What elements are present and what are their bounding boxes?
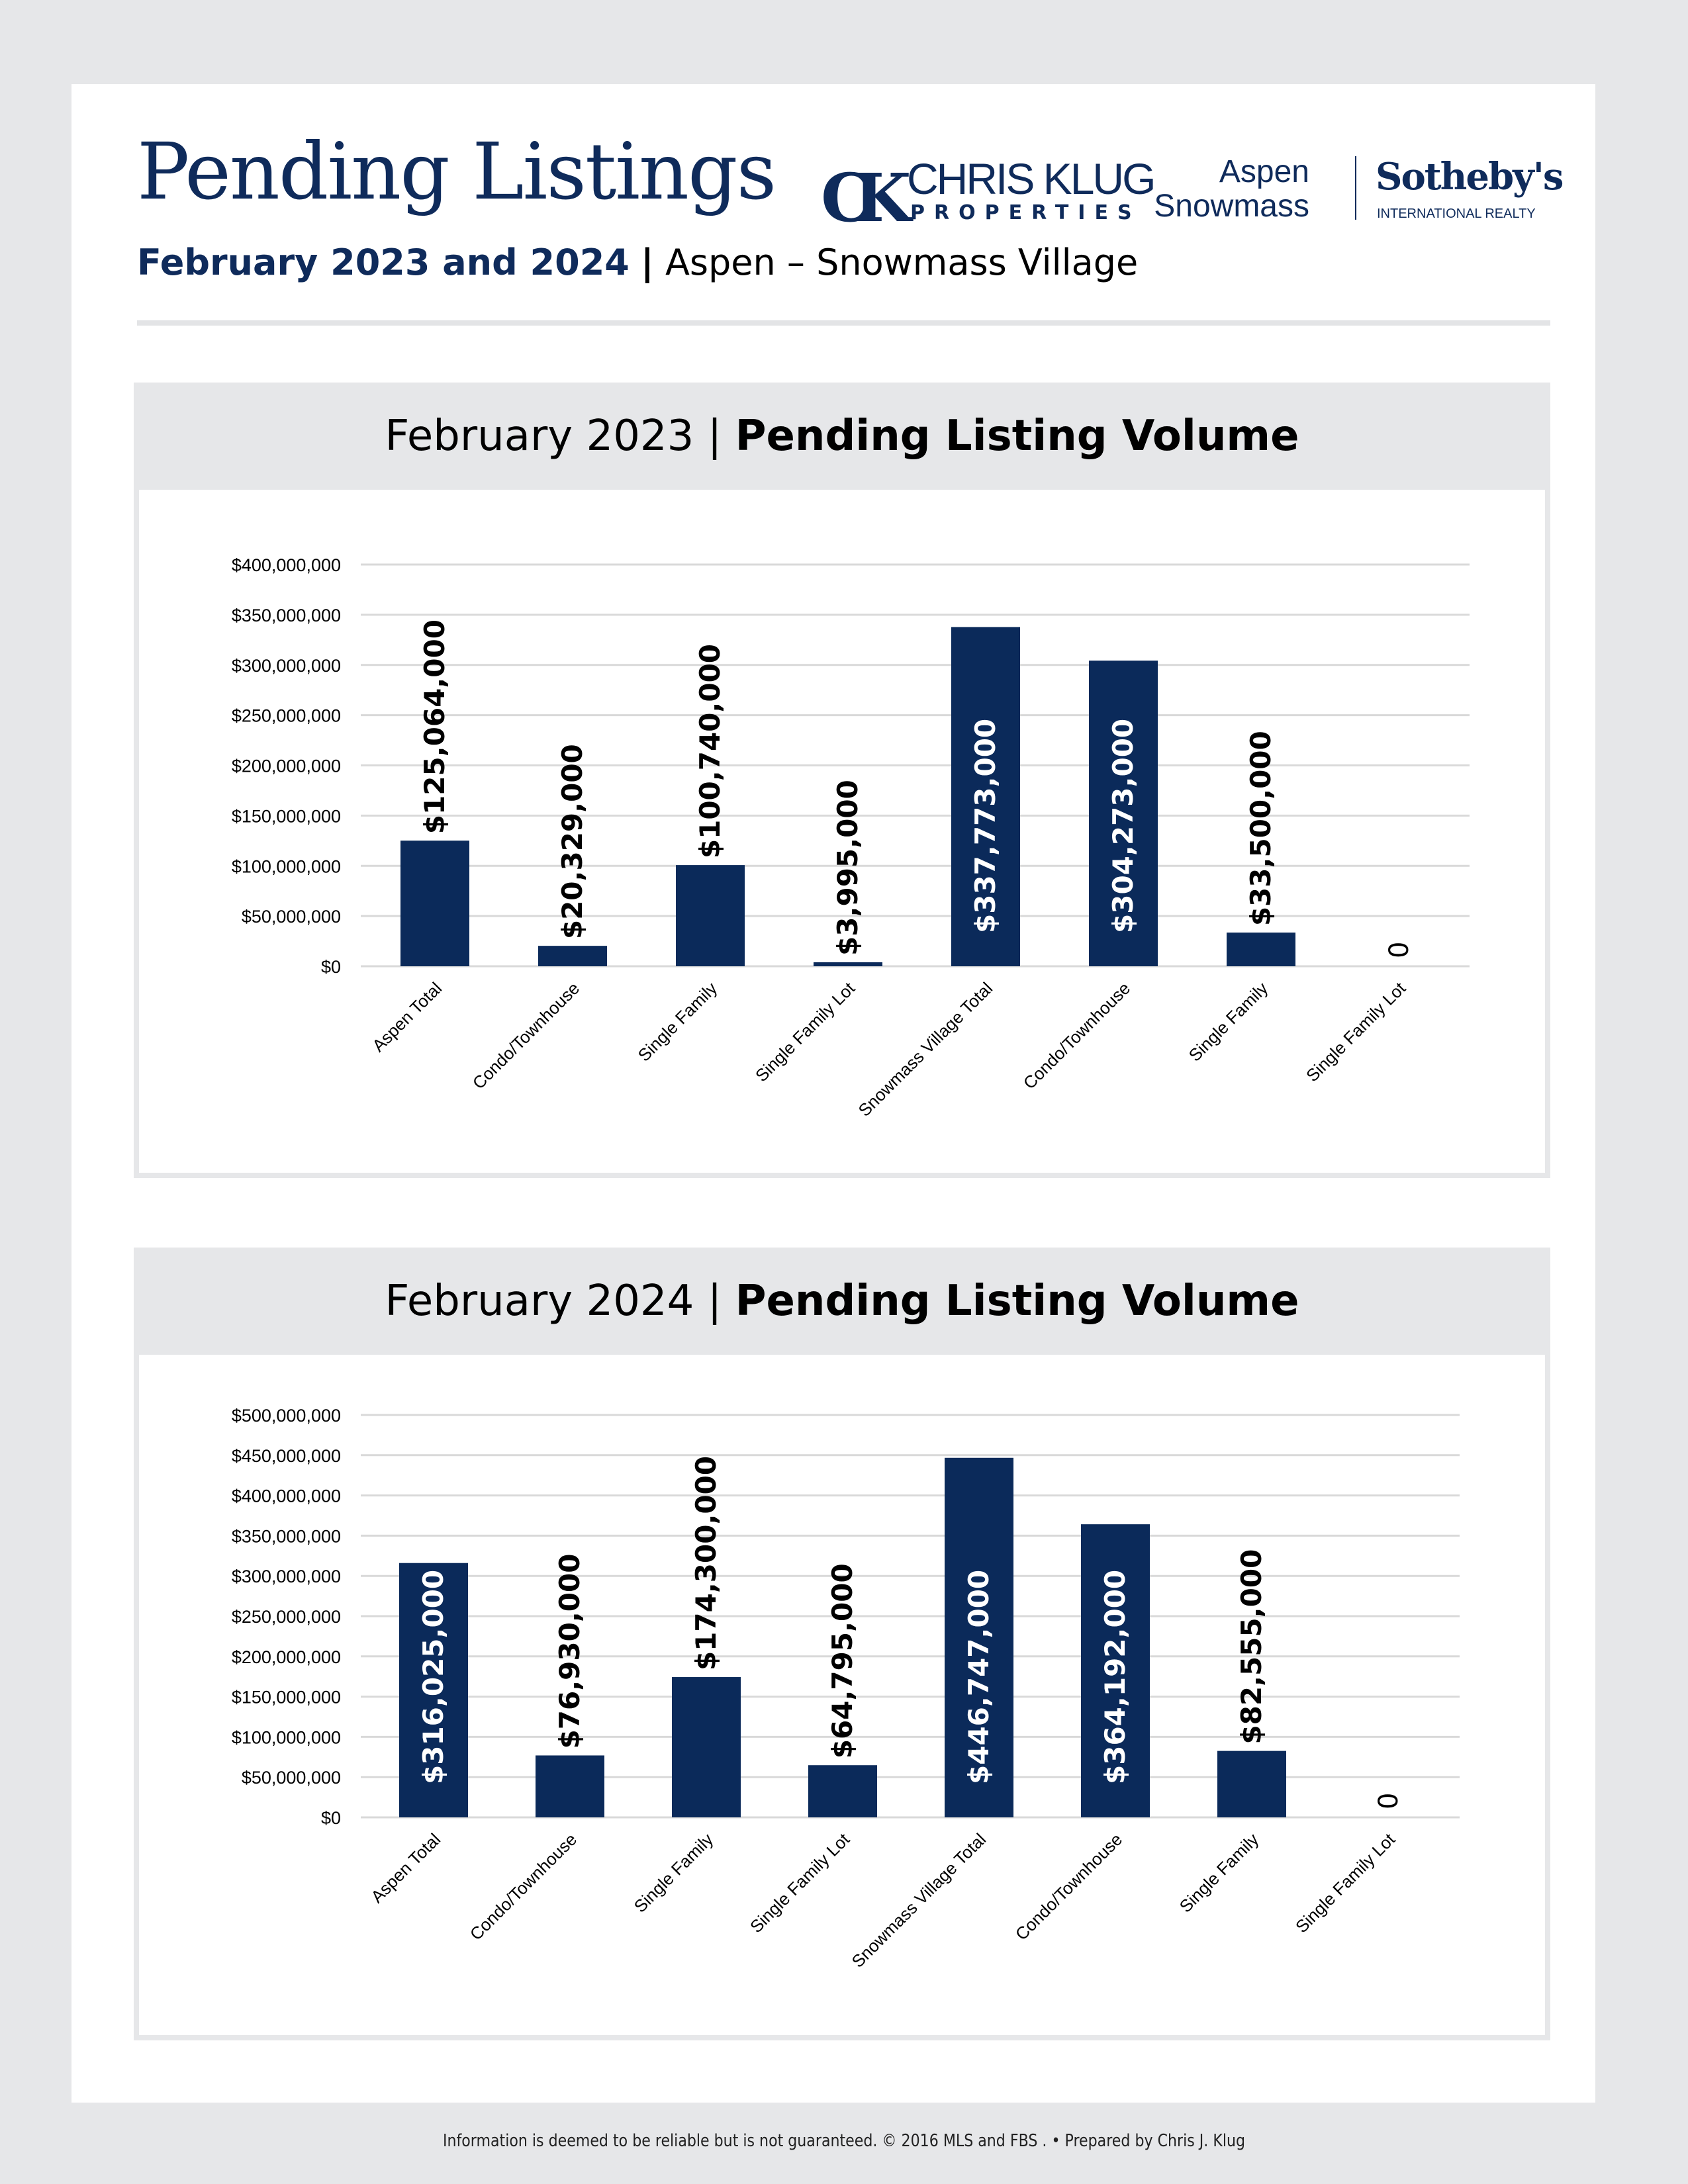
ck-name: CHRIS KLUG (907, 154, 1156, 203)
data-label: $82,555,000 (1235, 1549, 1268, 1745)
logo-divider (1355, 156, 1356, 220)
x-tick-label: Single Family Lot (746, 1829, 854, 1936)
x-tick-label: Snowmass Village Total (855, 978, 997, 1120)
y-tick-label: $250,000,000 (232, 706, 341, 726)
y-tick-label: $300,000,000 (232, 656, 341, 676)
sothebys-logo: Aspen Snowmass Sotheby's INTERNATIONAL R… (1154, 154, 1564, 226)
data-label: $364,192,000 (1099, 1570, 1131, 1784)
data-label: $316,025,000 (417, 1570, 449, 1784)
y-tick-label: $150,000,000 (232, 1688, 341, 1707)
bar-chart-2024: $0 $50,000,000 $100,000,000 $150,000,000 $20… (232, 1406, 1460, 1972)
y-tick-label: $500,000,000 (232, 1406, 341, 1426)
y-tick-label: $400,000,000 (232, 555, 341, 575)
y-tick-label: $300,000,000 (232, 1567, 341, 1586)
x-tick-label: Single Family (1185, 978, 1272, 1066)
logo-intl-realty: INTERNATIONAL REALTY (1377, 206, 1536, 221)
subtitle-dates: February 2023 and 2024 (137, 242, 630, 283)
data-label: $3,995,000 (831, 780, 864, 956)
footer-disclaimer: Information is deemed to be reliable but… (442, 2131, 1246, 2151)
bar (814, 962, 882, 966)
y-tick-label: $100,000,000 (232, 856, 341, 876)
x-tick-label: Aspen Total (368, 978, 445, 1056)
bar-chart-2023: $0 $50,000,000 $100,000,000 $150,000,000 $20… (232, 555, 1470, 1120)
subtitle-location: Aspen – Snowmass Village (665, 242, 1139, 283)
bar (399, 1563, 468, 1817)
bar (1081, 1524, 1150, 1817)
y-tick-label: $150,000,000 (232, 806, 341, 826)
x-tick-label: Condo/Townhouse (466, 1829, 581, 1944)
y-tick-label: $400,000,000 (232, 1486, 341, 1506)
y-tick-label: $250,000,000 (232, 1607, 341, 1627)
x-tick-label: Single Family Lot (1291, 1829, 1399, 1936)
x-tick-label: Snowmass Village Total (848, 1829, 990, 1972)
x-tick-label: Condo/Townhouse (469, 978, 584, 1093)
y-tick-label: $350,000,000 (232, 606, 341, 625)
x-tick-label: Single Family (630, 1829, 718, 1917)
bar (676, 865, 745, 966)
data-label: $446,747,000 (962, 1570, 995, 1784)
bar (536, 1755, 604, 1817)
bar (951, 627, 1020, 966)
bar (808, 1765, 877, 1817)
x-tick-label: Single Family Lot (1302, 978, 1410, 1085)
data-label: $76,930,000 (553, 1554, 586, 1749)
data-label: 0 (1384, 942, 1415, 958)
bar (1227, 933, 1295, 966)
data-label: $304,273,000 (1107, 719, 1139, 933)
page-subtitle: February 2023 and 2024 | Aspen – Snowmas… (137, 242, 1138, 283)
bar (672, 1677, 741, 1817)
chart-title-bold: Pending Listing Volume (735, 412, 1299, 461)
chart-title-bold: Pending Listing Volume (735, 1277, 1299, 1326)
y-tick-label: $50,000,000 (242, 1768, 341, 1788)
y-tick-label: $200,000,000 (232, 756, 341, 776)
bar (538, 946, 607, 966)
y-tick-label: $100,000,000 (232, 1727, 341, 1747)
ck-properties: PROPERTIES (910, 201, 1141, 224)
page-title: Pending Listings (137, 126, 776, 217)
data-label: $20,329,000 (556, 744, 588, 939)
bar (945, 1457, 1013, 1817)
x-tick-label: Single Family (634, 978, 722, 1066)
chart-title-light: February 2023 | (385, 412, 722, 461)
logo-sothebys-name: Sotheby's (1376, 155, 1564, 199)
chart-area (139, 490, 1545, 1173)
bar (1089, 660, 1158, 966)
y-tick-label: $350,000,000 (232, 1526, 341, 1546)
y-tick-label: $200,000,000 (232, 1647, 341, 1667)
x-tick-label: Single Family (1176, 1829, 1263, 1917)
x-tick-label: Aspen Total (367, 1829, 444, 1907)
data-label: 0 (1374, 1793, 1404, 1809)
bar (400, 841, 469, 966)
chart-title: February 2024 | Pending Listing Volume (134, 1248, 1550, 1355)
chart-panel-2023: February 2023 | Pending Listing Volume $… (134, 383, 1550, 1178)
data-label: $125,064,000 (418, 619, 451, 834)
y-tick-label: $0 (321, 1808, 341, 1828)
chart-panel-2024: February 2024 | Pending Listing Volume $… (134, 1248, 1550, 2040)
header-divider (137, 320, 1550, 326)
subtitle-separator: | (641, 242, 654, 283)
logo-snowmass: Snowmass (1154, 189, 1309, 224)
chart-area (139, 1355, 1545, 2035)
chart-title: February 2023 | Pending Listing Volume (134, 383, 1550, 490)
data-label: $33,500,000 (1244, 731, 1277, 926)
data-label: $174,300,000 (690, 1456, 722, 1670)
x-tick-label: Single Family Lot (751, 978, 859, 1085)
chart-title-light: February 2024 | (385, 1277, 722, 1326)
y-tick-label: $50,000,000 (242, 907, 341, 927)
y-tick-label: $450,000,000 (232, 1446, 341, 1466)
x-tick-label: Condo/Townhouse (1011, 1829, 1127, 1944)
x-tick-label: Condo/Townhouse (1019, 978, 1135, 1093)
logo-aspen: Aspen (1219, 154, 1309, 189)
ck-monogram: CK (821, 159, 911, 237)
data-label: $64,795,000 (826, 1563, 859, 1758)
y-tick-label: $0 (321, 957, 341, 977)
bar (1217, 1751, 1286, 1817)
data-label: $337,773,000 (969, 719, 1002, 933)
data-label: $100,740,000 (694, 644, 726, 858)
